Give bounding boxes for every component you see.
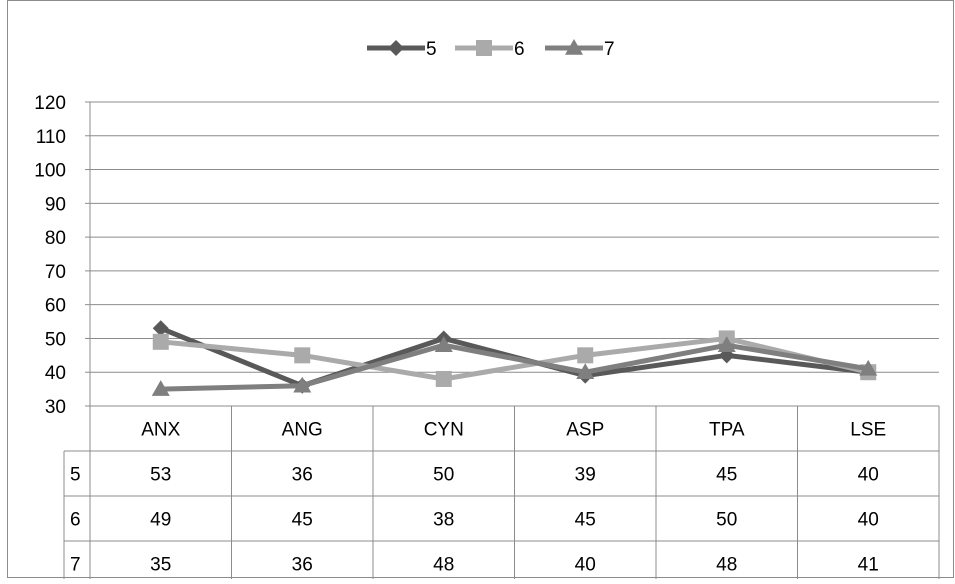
series-line bbox=[160, 342, 869, 392]
y-tick-label: 40 bbox=[45, 363, 66, 384]
category-label: LSE bbox=[850, 420, 886, 441]
y-axis: 30 40 50 60 70 80 90 100 110 120 bbox=[34, 93, 91, 418]
table-cell-value: 38 bbox=[433, 510, 454, 531]
square-marker bbox=[294, 347, 311, 364]
y-tick-label: 30 bbox=[45, 397, 66, 418]
table-cell-value: 50 bbox=[433, 465, 454, 486]
table-cell-value: 41 bbox=[858, 555, 879, 576]
grid-lines bbox=[90, 101, 939, 373]
y-tick-label: 60 bbox=[45, 296, 66, 317]
category-label: ANG bbox=[282, 420, 323, 441]
square-marker bbox=[577, 347, 594, 364]
table-cell-value: 39 bbox=[575, 465, 596, 486]
table-cell-value: 53 bbox=[150, 465, 171, 486]
category-label: ASP bbox=[566, 420, 604, 441]
legend: 5 6 7 bbox=[367, 39, 615, 60]
y-tick-label: 50 bbox=[45, 329, 66, 350]
table-cell-value: 49 bbox=[150, 510, 171, 531]
y-tick-label: 90 bbox=[45, 194, 66, 215]
plot-area bbox=[151, 320, 878, 396]
table-cell-value: 48 bbox=[433, 555, 454, 576]
data-table: ANX ANG CYN ASP TPA LSE 5 53 36 50 39 45 40 6 49 45 38 45… bbox=[63, 405, 940, 584]
table-cell-value: 36 bbox=[292, 555, 313, 576]
table-row-label: 7 bbox=[70, 555, 81, 576]
table-cell-value: 40 bbox=[575, 555, 596, 576]
y-tick-label: 70 bbox=[45, 262, 66, 283]
triangle-marker bbox=[293, 376, 312, 393]
triangle-marker bbox=[434, 336, 453, 352]
y-tick-label: 110 bbox=[36, 127, 66, 148]
category-label: CYN bbox=[424, 420, 464, 441]
legend-item: 7 bbox=[545, 39, 615, 60]
y-tick-label: 100 bbox=[34, 161, 66, 182]
legend-item: 6 bbox=[455, 39, 525, 60]
square-marker bbox=[435, 370, 452, 387]
y-tick-label: 120 bbox=[34, 93, 66, 114]
category-label: TPA bbox=[709, 420, 745, 441]
triangle-marker bbox=[576, 363, 595, 379]
legend-item: 5 bbox=[367, 39, 437, 60]
table-cell-value: 45 bbox=[575, 510, 596, 531]
series-7 bbox=[151, 336, 878, 396]
series-line bbox=[160, 335, 869, 382]
table-row-label: 6 bbox=[70, 510, 81, 531]
legend-label: 7 bbox=[604, 39, 615, 60]
table-cell-value: 35 bbox=[150, 555, 171, 576]
table-cell-value: 50 bbox=[716, 510, 737, 531]
table-cell-value: 40 bbox=[858, 465, 879, 486]
triangle-marker bbox=[151, 380, 170, 396]
square-marker bbox=[152, 333, 169, 350]
table-cell-value: 45 bbox=[716, 465, 737, 486]
chart-border bbox=[7, 0, 954, 578]
triangle-marker bbox=[859, 359, 878, 376]
triangle-marker bbox=[565, 39, 583, 55]
table-cell-value: 45 bbox=[292, 510, 313, 531]
table-cell-value: 40 bbox=[858, 510, 879, 531]
legend-label: 5 bbox=[426, 39, 437, 60]
diamond-marker bbox=[388, 40, 404, 56]
table-cell-value: 36 bbox=[292, 465, 313, 486]
table-row-label: 5 bbox=[70, 465, 81, 486]
square-marker bbox=[476, 40, 492, 56]
triangle-marker bbox=[717, 336, 736, 352]
diamond-marker bbox=[152, 320, 169, 337]
category-label: ANX bbox=[141, 420, 180, 441]
y-tick-label: 80 bbox=[45, 228, 66, 249]
legend-label: 6 bbox=[514, 39, 525, 60]
table-cell-value: 48 bbox=[716, 555, 737, 576]
